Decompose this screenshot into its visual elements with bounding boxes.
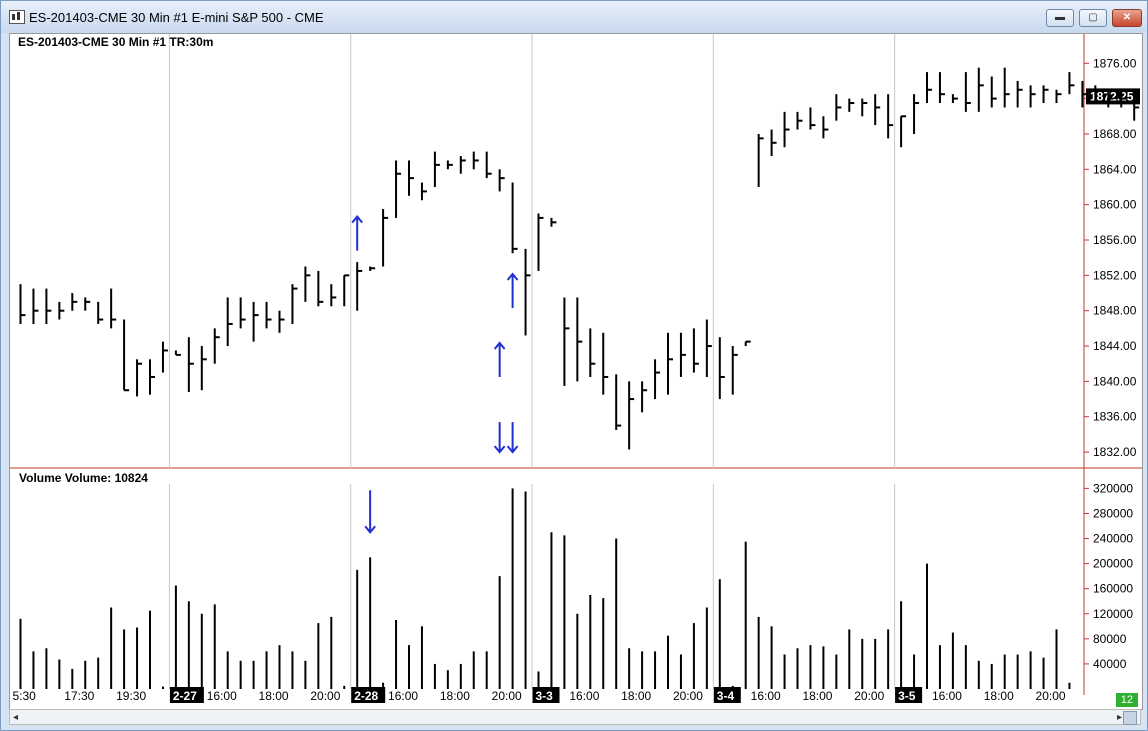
signal-arrow-head [506, 272, 519, 281]
chart-app-icon [9, 10, 25, 24]
price-tick-label: 1860.00 [1093, 198, 1137, 212]
price-tick-label: 1864.00 [1093, 162, 1137, 176]
session-date-label: 3-4 [717, 689, 735, 703]
chart-area[interactable]: 1876.001872.001868.001864.001860.001856.… [9, 33, 1143, 710]
scroll-right-icon[interactable]: ▸ [1116, 712, 1122, 723]
time-axis-label: 20:00 [854, 689, 884, 703]
time-axis-label: 16:00 [388, 689, 418, 703]
price-tick-label: 1868.00 [1093, 127, 1137, 141]
session-date-box [169, 687, 204, 703]
close-icon: ✕ [1122, 12, 1132, 23]
volume-tick-label: 40000 [1093, 657, 1127, 671]
status-badge: 12 [1115, 693, 1138, 707]
volume-tick-label: 120000 [1093, 607, 1133, 621]
time-axis-label: 16:00 [932, 689, 962, 703]
price-tick-label: 1876.00 [1093, 56, 1137, 70]
time-axis-label: 16:00 [751, 689, 781, 703]
price-tick-label: 1832.00 [1093, 445, 1137, 459]
signal-arrow-head [506, 445, 519, 454]
session-date-label: 2-28 [354, 689, 378, 703]
time-axis-label: 16:00 [207, 689, 237, 703]
signal-arrow-head [351, 215, 363, 224]
price-tick-label: 1840.00 [1093, 374, 1137, 388]
time-axis-label: 18:00 [984, 689, 1014, 703]
price-tick-label: 1852.00 [1093, 268, 1137, 282]
minimize-icon: ▬ [1055, 12, 1065, 23]
price-tick-label: 1844.00 [1093, 339, 1137, 353]
time-axis-label: 20:00 [310, 689, 340, 703]
scroll-thumb[interactable] [1123, 711, 1137, 725]
session-date-box [351, 687, 386, 703]
chart-canvas[interactable]: 1876.001872.001868.001864.001860.001856.… [10, 34, 1142, 709]
volume-tick-label: 160000 [1093, 582, 1133, 596]
time-axis-label: 17:30 [64, 689, 94, 703]
time-axis-label: 18:00 [259, 689, 289, 703]
volume-tick-label: 280000 [1093, 506, 1133, 520]
price-pane-title: ES-201403-CME 30 Min #1 TR:30m [18, 35, 214, 49]
window-title: ES-201403-CME 30 Min #1 E-mini S&P 500 -… [29, 10, 324, 25]
time-axis-label: 19:30 [116, 689, 146, 703]
maximize-button[interactable]: ▢ [1079, 9, 1107, 27]
volume-tick-label: 80000 [1093, 632, 1127, 646]
maximize-icon: ▢ [1088, 12, 1098, 23]
price-tick-label: 1836.00 [1093, 410, 1137, 424]
signal-arrow-head [493, 341, 506, 350]
session-date-box [713, 687, 741, 703]
volume-tick-label: 320000 [1093, 481, 1133, 495]
horizontal-scrollbar[interactable]: ◂ ▸ [9, 709, 1141, 725]
close-button[interactable]: ✕ [1112, 9, 1142, 27]
time-axis-label: 18:00 [440, 689, 470, 703]
title-bar[interactable]: ES-201403-CME 30 Min #1 E-mini S&P 500 -… [1, 1, 1147, 33]
time-axis-label: 18:00 [802, 689, 832, 703]
scroll-left-icon[interactable]: ◂ [13, 712, 19, 723]
volume-tick-label: 240000 [1093, 532, 1133, 546]
current-price-marker [1086, 88, 1140, 105]
time-axis-label: 5:30 [13, 689, 37, 703]
session-date-label: 3-3 [536, 689, 554, 703]
time-axis-label: 20:00 [492, 689, 522, 703]
price-tick-label: 1848.00 [1093, 304, 1137, 318]
time-axis-label: 20:00 [673, 689, 703, 703]
signal-arrow-head [493, 445, 506, 454]
minimize-button[interactable]: ▬ [1046, 9, 1074, 27]
session-date-label: 3-5 [898, 689, 916, 703]
session-date-label: 2-27 [173, 689, 197, 703]
price-tick-label: 1856.00 [1093, 233, 1137, 247]
signal-arrow-head [364, 525, 376, 534]
volume-pane-title: Volume Volume: 10824 [19, 471, 148, 485]
session-date-box [532, 687, 560, 703]
time-axis-label: 16:00 [569, 689, 599, 703]
time-axis-label: 20:00 [1036, 689, 1066, 703]
volume-tick-label: 200000 [1093, 557, 1133, 571]
session-date-box [895, 687, 923, 703]
time-axis-label: 18:00 [621, 689, 651, 703]
current-price-label: 1872.25 [1090, 89, 1134, 103]
